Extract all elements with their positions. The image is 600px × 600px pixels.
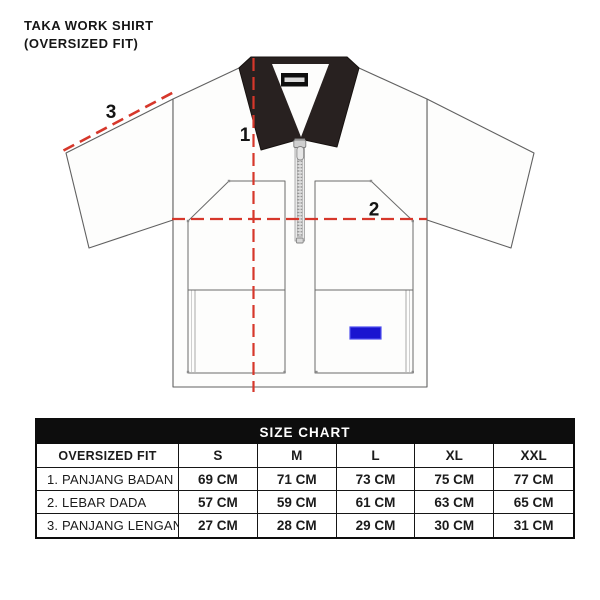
row-label-panjang-lengan: 3. PANJANG LENGAN <box>37 514 179 537</box>
size-chart: SIZE CHART OVERSIZED FIT S M L XL XXL 1.… <box>35 418 575 539</box>
product-title: TAKA WORK SHIRT (OVERSIZED FIT) <box>24 17 154 53</box>
size-chart-grid: OVERSIZED FIT S M L XL XXL 1. PANJANG BA… <box>37 444 573 537</box>
size-col-xl: XL <box>415 444 495 468</box>
value-panjang-badan-xl: 75 CM <box>415 468 495 491</box>
value-panjang-lengan-l: 29 CM <box>337 514 416 537</box>
value-lebar-dada-xl: 63 CM <box>415 491 495 514</box>
row-label-panjang-badan: 1. PANJANG BADAN <box>37 468 179 491</box>
zipper <box>293 138 307 244</box>
zipper-teeth <box>296 148 303 237</box>
pocket-rivets <box>186 179 414 374</box>
size-chart-title: SIZE CHART <box>259 424 351 440</box>
size-chart-header: SIZE CHART <box>37 420 573 444</box>
measure-marker-3: 3 <box>106 102 117 123</box>
value-panjang-lengan-xxl: 31 CM <box>513 518 554 533</box>
value-panjang-lengan-s: 27 CM <box>179 514 258 537</box>
value-panjang-badan-s: 69 CM <box>179 468 258 491</box>
row-label-lebar-dada: 2. LEBAR DADA <box>37 491 179 514</box>
value-panjang-lengan-xl: 30 CM <box>415 514 495 537</box>
value-panjang-badan-xxl: 77 CM <box>494 468 573 491</box>
product-title-line1: TAKA WORK SHIRT <box>24 18 154 33</box>
value-lebar-dada-l: 61 CM <box>336 491 416 514</box>
right-sleeve <box>426 98 535 249</box>
value-panjang-badan-m: 71 CM <box>257 468 337 491</box>
measure-marker-2: 2 <box>369 200 380 221</box>
zipper-pull <box>296 146 305 161</box>
size-col-m: M <box>257 444 337 468</box>
measure-line-sleeve-length <box>62 91 174 152</box>
value-panjang-badan-l: 73 CM <box>336 468 416 491</box>
value-panjang-lengan-m: 28 CM <box>258 514 337 537</box>
size-col-l: L <box>336 444 416 468</box>
size-col-s: S <box>179 444 258 468</box>
collar-brand-label-text <box>284 77 305 82</box>
value-lebar-dada-xxl: 65 CM <box>494 491 573 514</box>
value-lebar-dada-s: 57 CM <box>179 491 258 514</box>
measure-marker-1: 1 <box>240 125 251 146</box>
value-lebar-dada-m: 59 CM <box>257 491 337 514</box>
fit-label-cell: OVERSIZED FIT <box>37 444 179 468</box>
pocket-brand-label <box>349 326 382 340</box>
zipper-stop <box>295 237 304 244</box>
left-pocket <box>187 180 286 374</box>
product-title-line2: (OVERSIZED FIT) <box>24 36 139 51</box>
right-pocket <box>314 180 414 374</box>
size-col-xxl: XXL <box>494 444 573 468</box>
